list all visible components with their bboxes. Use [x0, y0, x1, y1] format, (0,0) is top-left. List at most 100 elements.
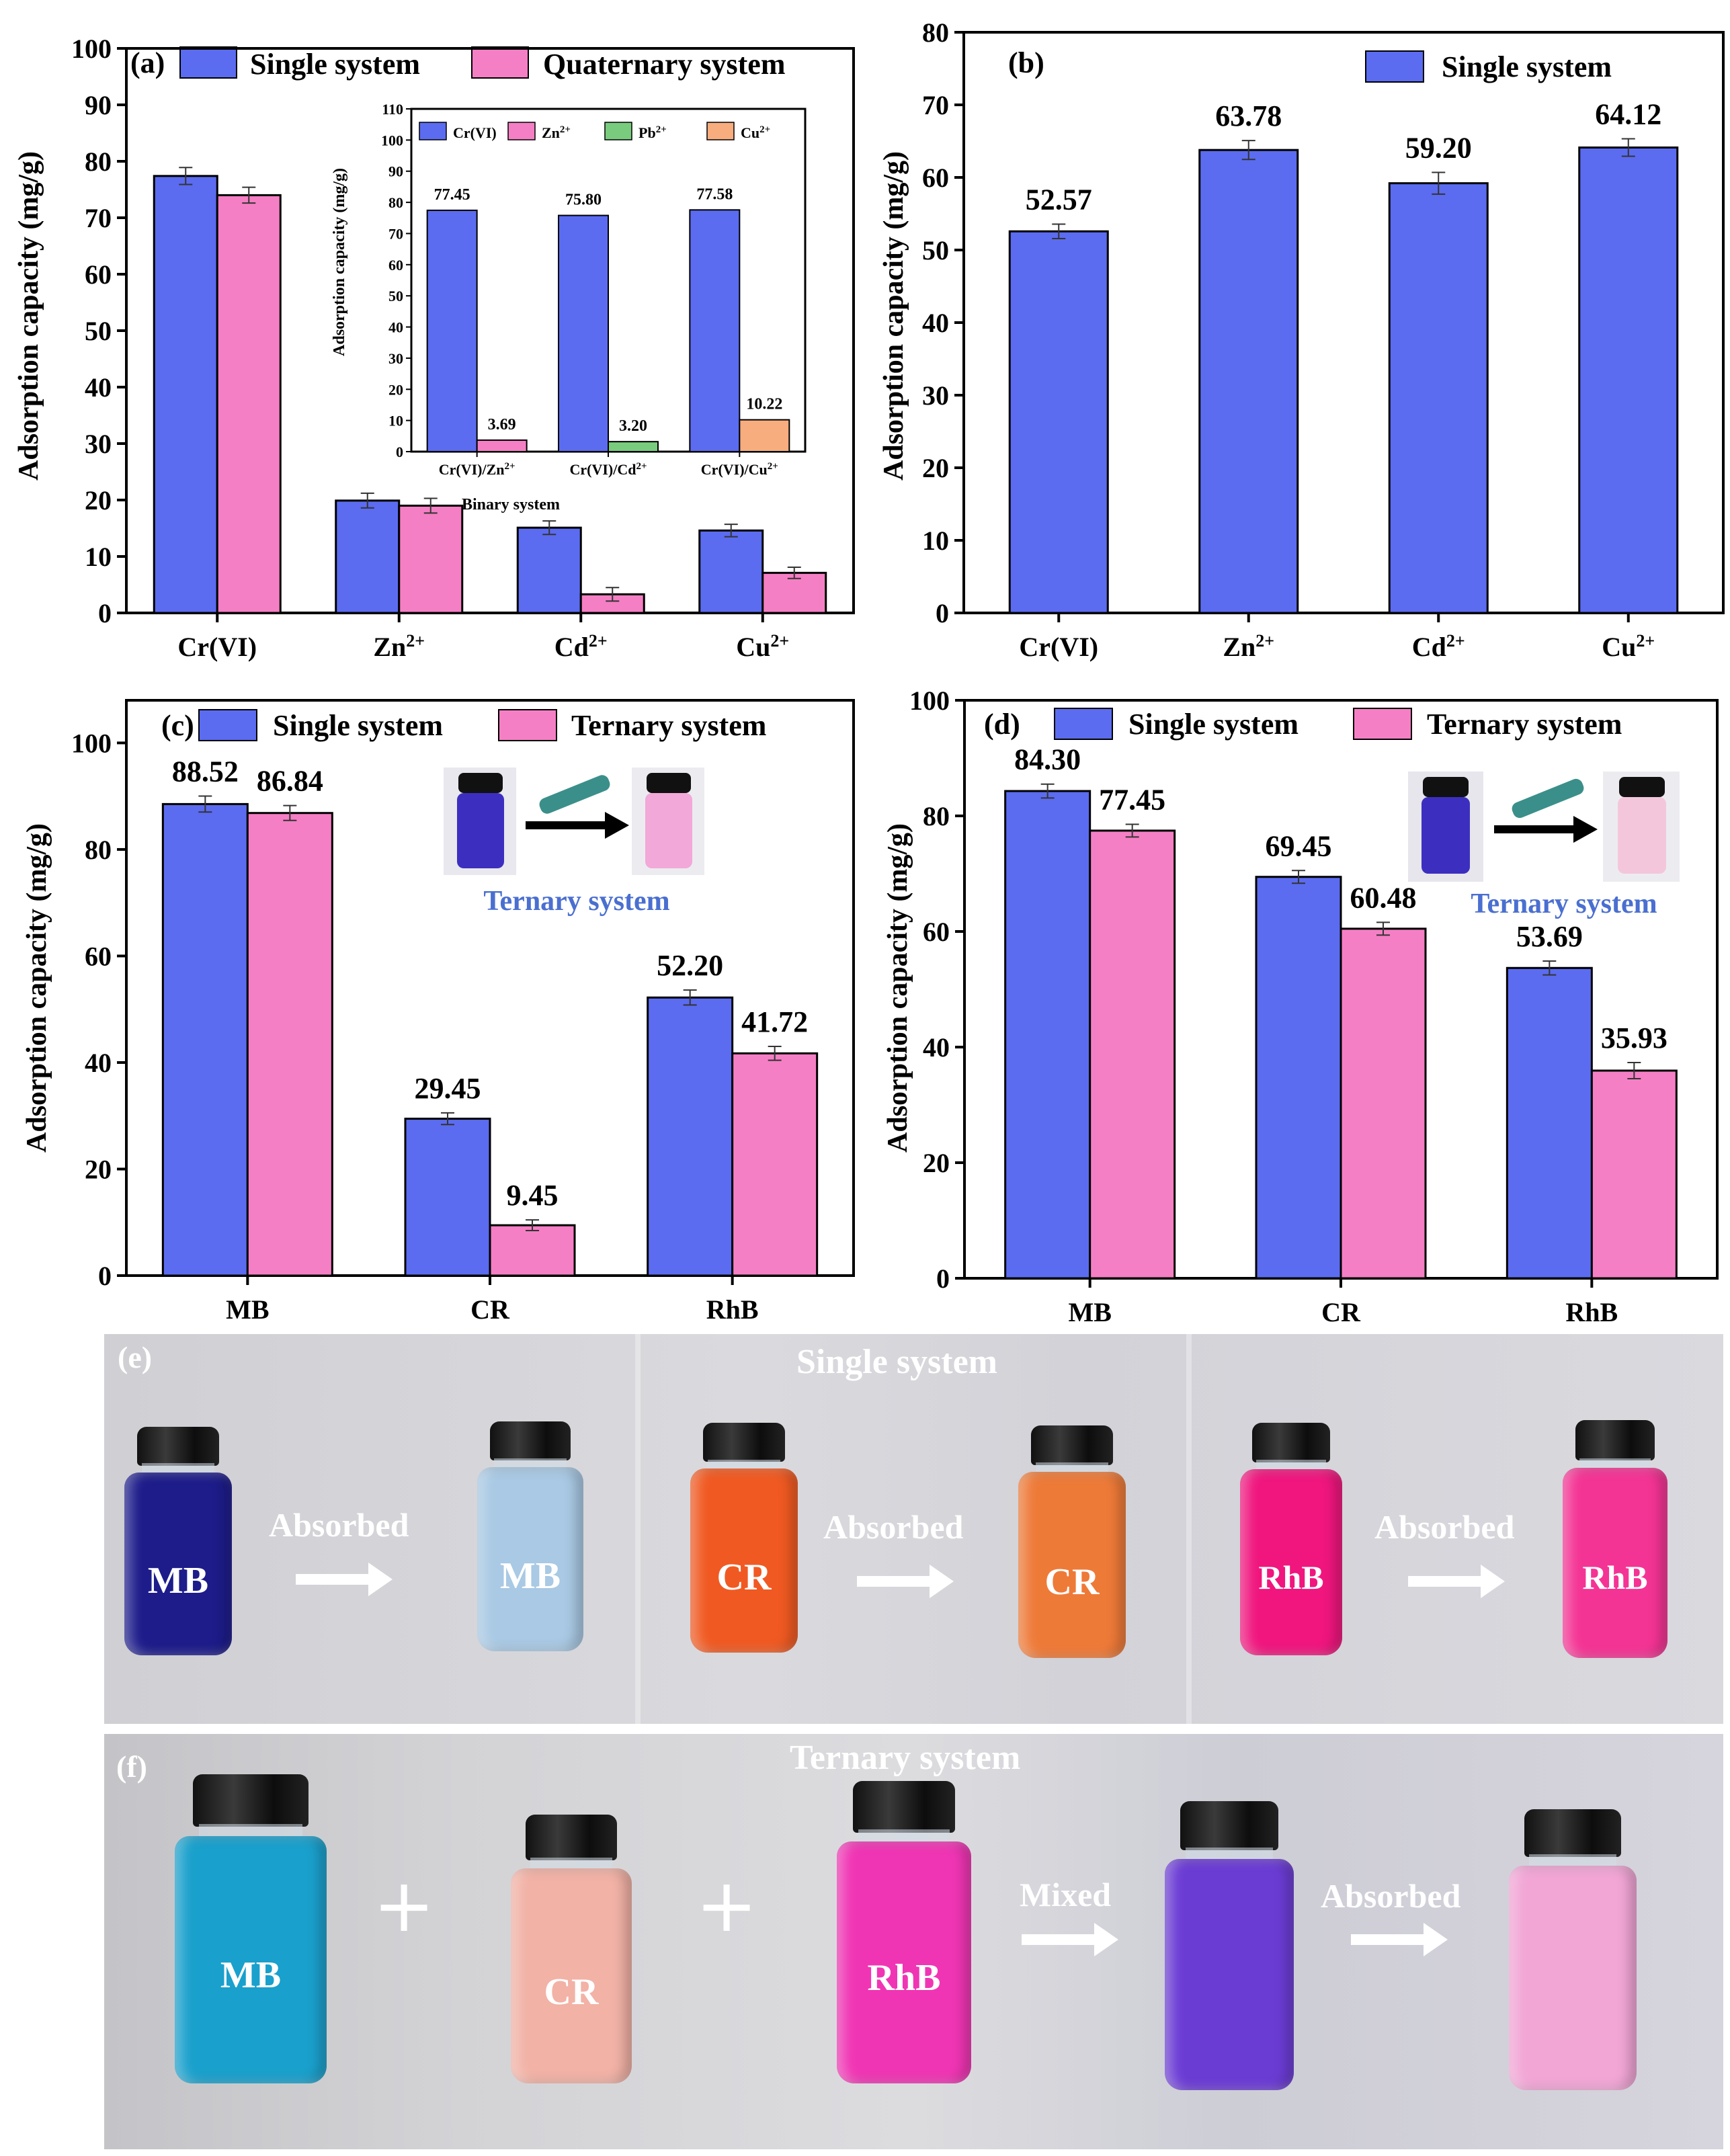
- data-label: 35.93: [1601, 1022, 1667, 1054]
- vial-label: CR: [1044, 1561, 1100, 1603]
- inset-legend-label: Cr(VI): [453, 124, 497, 141]
- x-tick-label: RhB: [1565, 1297, 1618, 1327]
- bar: [1089, 829, 1176, 1280]
- bar: [153, 175, 218, 614]
- vial-neck: [141, 1463, 215, 1475]
- vial-liquid: [1240, 1469, 1342, 1655]
- bar: [647, 996, 734, 1277]
- vial-neck: [707, 1459, 781, 1471]
- bar: [161, 802, 249, 1277]
- bar: [1590, 1069, 1678, 1280]
- legend-label-single-d: Single system: [1128, 708, 1299, 741]
- inset-y-tick-label: 60: [388, 257, 403, 274]
- inset-adsorbent-c: [539, 775, 610, 814]
- bar: [1198, 149, 1299, 614]
- inset-y-tick-label: 100: [381, 132, 403, 149]
- vial-liquid: [690, 1468, 798, 1653]
- inset-vial-after-c: [645, 793, 692, 868]
- inset-arrow-head-d: [1573, 816, 1598, 843]
- vial-cap: [525, 1815, 618, 1860]
- inset-vial-after-d: [1618, 797, 1666, 874]
- chart-b: (b) Adsorption capacity (mg/g) Single sy…: [878, 17, 1725, 662]
- inset-y-tick-label: 50: [388, 288, 403, 304]
- bar: [404, 1118, 491, 1277]
- vial-liquid: [837, 1841, 971, 2083]
- vial-cap: [1524, 1809, 1622, 1858]
- vial-neck: [1256, 1460, 1326, 1472]
- vial-liquid: [1563, 1467, 1667, 1658]
- inset-legend-swatch: [604, 122, 632, 140]
- vial-neck: [858, 1829, 950, 1845]
- y-tick-label: 50: [922, 235, 949, 265]
- y-tick-label: 0: [98, 1261, 112, 1291]
- vial-mixed: [1165, 1801, 1294, 2090]
- legend-swatch-quaternary-a: [471, 46, 529, 79]
- legend-label-quaternary-a: Quaternary system: [543, 48, 786, 81]
- plus-sign-2: +: [696, 1862, 758, 1948]
- y-tick-label: 10: [85, 542, 112, 572]
- vial-rhb-after: RhB: [1563, 1420, 1667, 1658]
- inset-bar: [689, 209, 741, 452]
- inset-vial-cap-before-c: [458, 773, 503, 793]
- x-tick-label: RhB: [706, 1294, 759, 1325]
- photo-label-f: (f): [116, 1749, 147, 1784]
- y-tick-label: 90: [85, 90, 112, 120]
- inset-data-label: 10.22: [746, 396, 782, 413]
- inset-bar: [739, 419, 790, 453]
- y-tick-label: 0: [936, 1263, 950, 1294]
- chart-a: (a) Adsorption capacity (mg/g) Single sy…: [13, 34, 855, 663]
- vial-liquid: [1509, 1865, 1637, 2090]
- bar: [1255, 876, 1342, 1280]
- inset-y-tick-label: 90: [388, 163, 403, 180]
- inset-bar: [476, 439, 528, 453]
- inset-vial-before-d: [1422, 797, 1470, 874]
- vial-absorbed: [1509, 1809, 1637, 2090]
- inset-caption-d: Ternary system: [1471, 888, 1657, 919]
- legend-label-ternary-d: Ternary system: [1427, 708, 1622, 741]
- vial-neck: [1529, 1854, 1616, 1868]
- data-label: 69.45: [1266, 829, 1332, 862]
- panel-label-b: (b): [1008, 46, 1044, 79]
- vial-liquid: [511, 1868, 632, 2083]
- vial-label: MB: [220, 1954, 282, 1996]
- photo-ternary-system: (f) Ternary system MB + CR + RhB Mixed A…: [104, 1734, 1723, 2149]
- inset-x-tick-label: Cr(VI)/Zn2+: [439, 461, 516, 478]
- inset-legend-swatch: [419, 122, 447, 140]
- legend-swatch-single-c: [198, 709, 257, 741]
- x-tick-label: Zn2+: [373, 631, 425, 663]
- inset-legend-swatch: [507, 122, 536, 140]
- inset-legend-label: Pb2+: [639, 124, 667, 141]
- inset-vial-before-c: [457, 793, 504, 868]
- bar: [1008, 230, 1109, 614]
- arrow-f1: [1022, 1923, 1118, 1956]
- vial-cap: [1575, 1420, 1655, 1461]
- vial-cap: [193, 1774, 308, 1827]
- bar: [1004, 790, 1091, 1280]
- vial-label: CR: [544, 1971, 599, 2013]
- legend-swatch-ternary-d: [1353, 708, 1412, 740]
- vial-label: CR: [716, 1557, 772, 1599]
- vial-cap: [703, 1423, 785, 1462]
- inset-caption-c: Ternary system: [483, 886, 669, 917]
- y-tick-label: 60: [922, 163, 949, 193]
- inset-y-tick-label: 0: [396, 444, 403, 460]
- inset-arrow-shaft-c: [526, 821, 606, 829]
- data-label: 53.69: [1516, 920, 1583, 953]
- vial-neck: [1579, 1458, 1651, 1470]
- vial-label: RhB: [867, 1957, 941, 1999]
- arrow-e3: [1408, 1565, 1505, 1598]
- y-tick-label: 0: [98, 598, 112, 628]
- arrow-f2: [1351, 1923, 1448, 1956]
- vial-cap: [489, 1421, 571, 1461]
- photo-label-e: (e): [118, 1340, 153, 1374]
- inset-y-tick-label: 20: [388, 381, 403, 398]
- y-tick-label: 20: [923, 1148, 950, 1178]
- bar: [1388, 182, 1489, 614]
- mixed-text: Mixed: [1020, 1876, 1112, 1913]
- data-label: 59.20: [1405, 131, 1472, 164]
- panel-label-c: (c): [161, 709, 194, 742]
- y-tick-label: 20: [85, 1154, 112, 1184]
- y-tick-label: 40: [923, 1032, 950, 1063]
- vial-liquid: [1165, 1859, 1294, 2090]
- y-tick-label: 60: [85, 259, 112, 290]
